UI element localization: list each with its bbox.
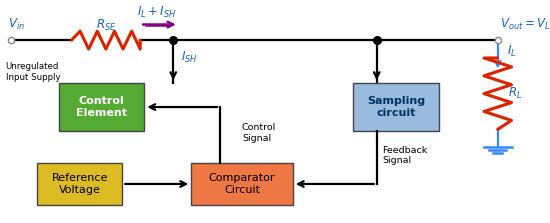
FancyBboxPatch shape [353, 83, 439, 131]
Text: $R_{SE}$: $R_{SE}$ [96, 18, 116, 33]
Text: $I_L + I_{SH}$: $I_L + I_{SH}$ [137, 5, 177, 20]
FancyBboxPatch shape [37, 163, 122, 205]
Text: $R_L$: $R_L$ [508, 86, 522, 101]
Text: Control
Element: Control Element [76, 96, 127, 118]
Text: Control
Signal: Control Signal [242, 123, 276, 143]
Text: Reference
Voltage: Reference Voltage [52, 173, 108, 195]
Text: Feedback
Signal: Feedback Signal [382, 146, 427, 165]
Text: $V_{out} = V_L$: $V_{out} = V_L$ [500, 17, 550, 32]
Text: Comparator
Circuit: Comparator Circuit [209, 173, 275, 195]
Text: $I_L$: $I_L$ [507, 44, 516, 59]
Text: $V_{in}$: $V_{in}$ [8, 17, 25, 32]
Text: $I_{SH}$: $I_{SH}$ [181, 50, 197, 65]
Text: Sampling
circuit: Sampling circuit [367, 96, 425, 118]
FancyBboxPatch shape [59, 83, 144, 131]
Text: Unregulated
Input Supply: Unregulated Input Supply [6, 62, 60, 82]
FancyBboxPatch shape [191, 163, 293, 205]
